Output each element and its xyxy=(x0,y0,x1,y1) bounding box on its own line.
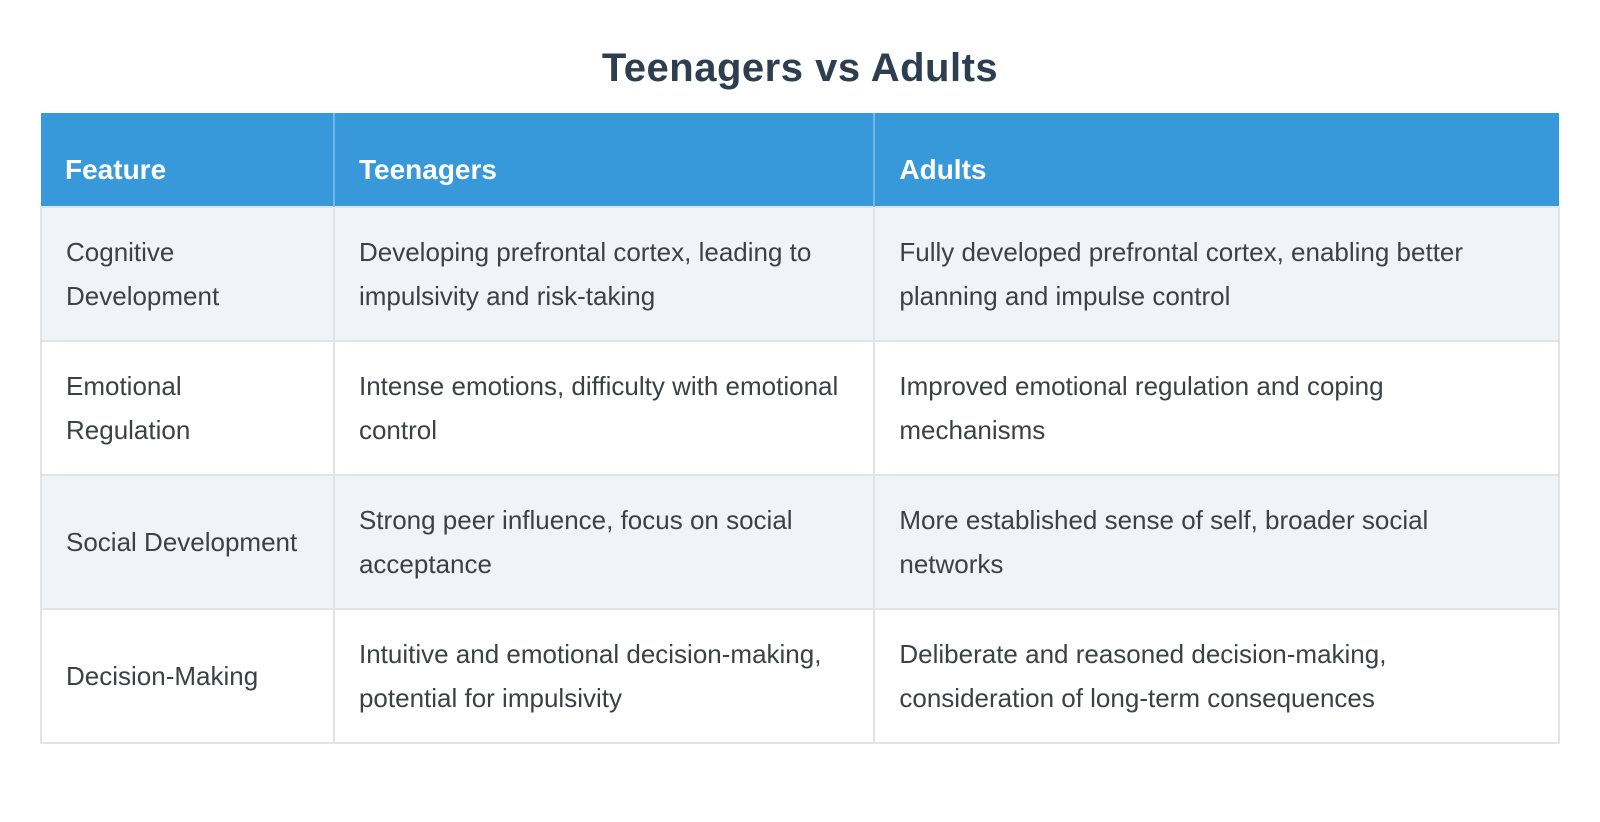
header-cell-feature: Feature xyxy=(41,113,335,207)
cell-feature: Decision-Making xyxy=(40,608,335,744)
table-row: Cognitive Development Developing prefron… xyxy=(40,206,1560,342)
cell-adults: More established sense of self, broader … xyxy=(873,474,1560,610)
cell-teenagers: Strong peer influence, focus on social a… xyxy=(332,474,876,610)
cell-feature: Emotional Regulation xyxy=(40,340,335,476)
table-header: Feature Teenagers Adults xyxy=(41,113,1559,207)
table-row: Decision-Making Intuitive and emotional … xyxy=(40,608,1560,744)
comparison-table: Feature Teenagers Adults Cognitive Devel… xyxy=(40,113,1560,744)
cell-adults: Fully developed prefrontal cortex, enabl… xyxy=(873,206,1560,342)
cell-feature: Cognitive Development xyxy=(40,206,335,342)
cell-adults: Deliberate and reasoned decision-making,… xyxy=(873,608,1560,744)
cell-teenagers: Developing prefrontal cortex, leading to… xyxy=(332,206,876,342)
table-body: Cognitive Development Developing prefron… xyxy=(40,206,1560,744)
cell-teenagers: Intense emotions, difficulty with emotio… xyxy=(332,340,876,476)
page-title: Teenagers vs Adults xyxy=(601,46,999,90)
header-row: Feature Teenagers Adults xyxy=(41,113,1559,207)
table-row: Emotional Regulation Intense emotions, d… xyxy=(40,340,1560,476)
comparison-table-container: Feature Teenagers Adults Cognitive Devel… xyxy=(40,113,1560,744)
table-row: Social Development Strong peer influence… xyxy=(40,474,1560,610)
header-cell-adults: Adults xyxy=(874,113,1559,207)
cell-feature: Social Development xyxy=(40,474,335,610)
cell-teenagers: Intuitive and emotional decision-making,… xyxy=(332,608,876,744)
cell-adults: Improved emotional regulation and coping… xyxy=(873,340,1560,476)
header-cell-teenagers: Teenagers xyxy=(333,113,876,207)
